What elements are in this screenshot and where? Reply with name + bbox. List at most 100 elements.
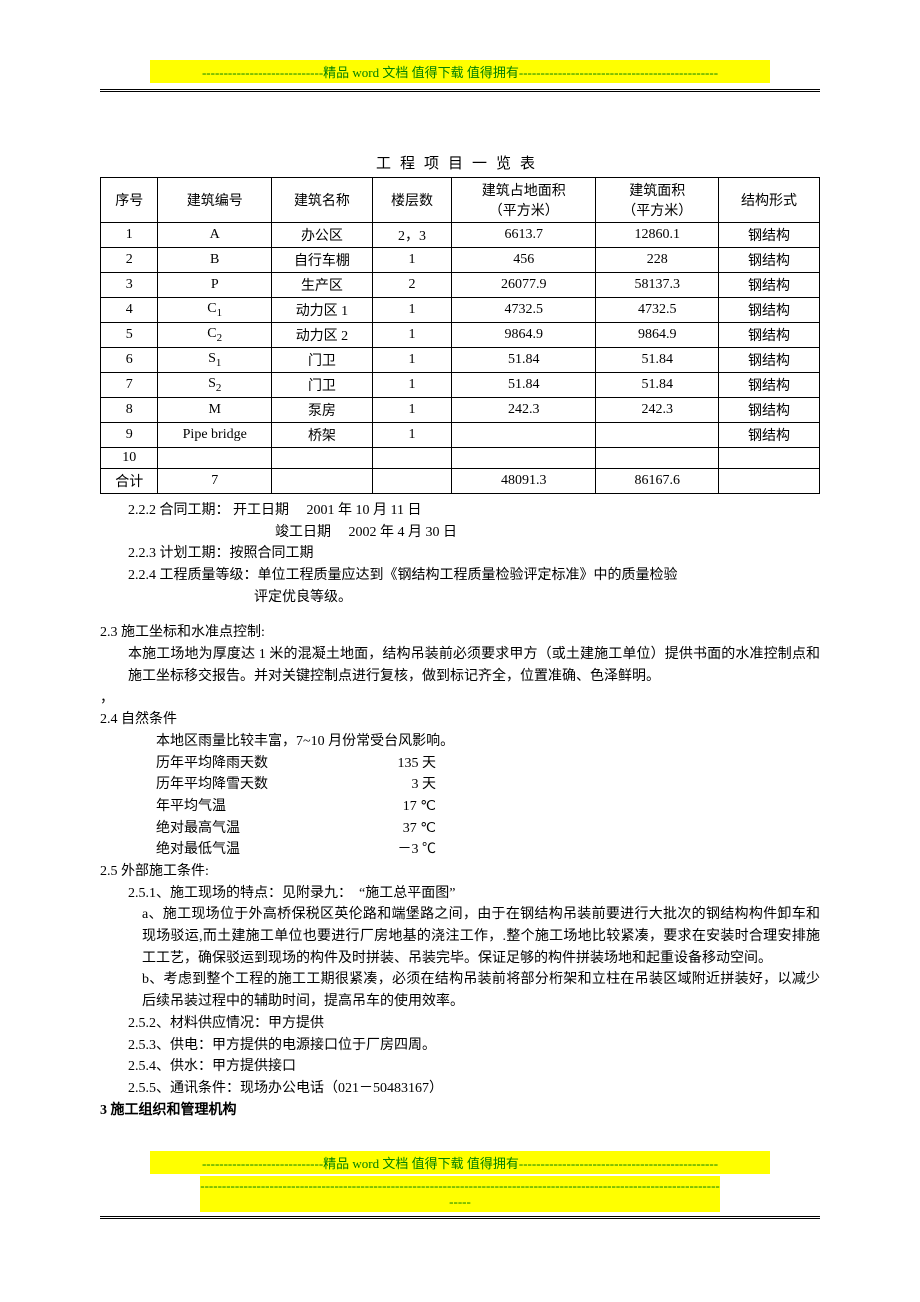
s24-head: 2.4 自然条件 [100, 709, 820, 731]
table-cell [596, 423, 719, 448]
table-cell: 桥架 [272, 423, 373, 448]
table-cell: 1 [372, 248, 451, 273]
table-cell: 门卫 [272, 348, 373, 373]
table-cell: Pipe bridge [158, 423, 272, 448]
table-row: 5C2动力区 219864.99864.9钢结构 [101, 323, 820, 348]
table-cell: 2，3 [372, 223, 451, 248]
s3-head: 3 施工组织和管理机构 [100, 1100, 820, 1122]
table-cell: P [158, 273, 272, 298]
table-cell: B [158, 248, 272, 273]
table-cell: 8 [101, 398, 158, 423]
table-cell: 4732.5 [596, 298, 719, 323]
climate-label: 历年平均降雪天数 [100, 774, 352, 796]
table-cell [452, 448, 596, 469]
climate-label: 历年平均降雨天数 [100, 753, 352, 775]
table-title: 工程项目一览表 [100, 152, 820, 173]
table-cell: 钢结构 [719, 373, 820, 398]
table-header: 结构形式 [719, 178, 820, 223]
p-251: 2.5.1、施工现场的特点：见附录九： “施工总平面图” [100, 883, 820, 905]
climate-value: －3 ℃ [352, 839, 436, 861]
table-cell: 86167.6 [596, 469, 719, 494]
table-cell [272, 469, 373, 494]
table-cell [272, 448, 373, 469]
table-cell: 6613.7 [452, 223, 596, 248]
climate-label: 绝对最高气温 [100, 818, 352, 840]
table-cell: 2 [372, 273, 451, 298]
s24-intro: 本地区雨量比较丰富，7~10 月份常受台风影响。 [100, 731, 820, 753]
p-251b: b、考虑到整个工程的施工工期很紧凑，必须在结构吊装前将部分桁架和立柱在吊装区域附… [100, 969, 820, 1012]
table-cell: 9864.9 [452, 323, 596, 348]
table-cell: 钢结构 [719, 423, 820, 448]
table-cell [372, 469, 451, 494]
table-header: 楼层数 [372, 178, 451, 223]
table-cell: 办公区 [272, 223, 373, 248]
table-cell: 钢结构 [719, 273, 820, 298]
table-row: 7S2门卫151.8451.84钢结构 [101, 373, 820, 398]
table-cell: 51.84 [596, 373, 719, 398]
table-cell: 12860.1 [596, 223, 719, 248]
climate-row: 绝对最低气温－3 ℃ [100, 839, 820, 861]
table-cell: 242.3 [596, 398, 719, 423]
table-row: 3P生产区226077.958137.3钢结构 [101, 273, 820, 298]
p-223: 2.2.3 计划工期：按照合同工期 [100, 543, 820, 565]
climate-list: 历年平均降雨天数135 天历年平均降雪天数3 天年平均气温17 ℃绝对最高气温3… [100, 753, 820, 861]
table-cell: M [158, 398, 272, 423]
table-cell: 456 [452, 248, 596, 273]
table-row: 6S1门卫151.8451.84钢结构 [101, 348, 820, 373]
table-cell [158, 448, 272, 469]
table-header: 建筑占地面积（平方米） [452, 178, 596, 223]
table-cell: 1 [372, 323, 451, 348]
table-cell: 10 [101, 448, 158, 469]
table-cell: 钢结构 [719, 248, 820, 273]
table-row: 2B自行车棚1456228钢结构 [101, 248, 820, 273]
table-cell: 钢结构 [719, 298, 820, 323]
s23-body: 本施工场地为厚度达 1 米的混凝土地面，结构吊装前必须要求甲方（或土建施工单位）… [100, 644, 820, 687]
p-222b: 竣工日期 2002 年 4 月 30 日 [100, 522, 820, 544]
footer-banner-1: ----------------------------精品 word 文档 值… [150, 1151, 770, 1174]
table-cell: 6 [101, 348, 158, 373]
table-header: 序号 [101, 178, 158, 223]
climate-label: 年平均气温 [100, 796, 352, 818]
body-content: 2.2.2 合同工期： 开工日期 2001 年 10 月 11 日 竣工日期 2… [100, 500, 820, 1121]
table-header: 建筑名称 [272, 178, 373, 223]
table-cell: 48091.3 [452, 469, 596, 494]
table-cell: 1 [372, 298, 451, 323]
header-banner: ----------------------------精品 word 文档 值… [150, 60, 770, 83]
table-cell [596, 448, 719, 469]
table-row: 10 [101, 448, 820, 469]
project-table: 序号建筑编号建筑名称楼层数建筑占地面积（平方米）建筑面积（平方米）结构形式 1A… [100, 177, 820, 494]
p-224a: 2.2.4 工程质量等级：单位工程质量应达到《钢结构工程质量检验评定标准》中的质… [100, 565, 820, 587]
table-cell: 9 [101, 423, 158, 448]
table-cell: 钢结构 [719, 223, 820, 248]
table-header: 建筑编号 [158, 178, 272, 223]
table-cell: 58137.3 [596, 273, 719, 298]
table-cell: A [158, 223, 272, 248]
s25-head: 2.5 外部施工条件: [100, 861, 820, 883]
p-254: 2.5.4、供水：甲方提供接口 [100, 1056, 820, 1078]
table-cell: C1 [158, 298, 272, 323]
table-cell: 钢结构 [719, 348, 820, 373]
climate-row: 历年平均降雪天数3 天 [100, 774, 820, 796]
table-cell: 动力区 2 [272, 323, 373, 348]
table-row: 4C1动力区 114732.54732.5钢结构 [101, 298, 820, 323]
dot: ， [100, 688, 820, 710]
p-255: 2.5.5、通讯条件：现场办公电话（021－50483167） [100, 1078, 820, 1100]
climate-value: 37 ℃ [352, 818, 436, 840]
climate-row: 绝对最高气温37 ℃ [100, 818, 820, 840]
table-cell: 动力区 1 [272, 298, 373, 323]
s23-head: 2.3 施工坐标和水准点控制: [100, 622, 820, 644]
p-224b: 评定优良等级。 [100, 587, 820, 609]
table-cell: 51.84 [596, 348, 719, 373]
table-cell: 51.84 [452, 373, 596, 398]
table-cell: 26077.9 [452, 273, 596, 298]
climate-row: 历年平均降雨天数135 天 [100, 753, 820, 775]
table-cell: 2 [101, 248, 158, 273]
table-cell: 1 [372, 348, 451, 373]
table-cell: 7 [101, 373, 158, 398]
table-cell [452, 423, 596, 448]
table-cell: 1 [372, 423, 451, 448]
table-cell: 51.84 [452, 348, 596, 373]
table-cell: 242.3 [452, 398, 596, 423]
p-253: 2.5.3、供电：甲方提供的电源接口位于厂房四周。 [100, 1035, 820, 1057]
table-cell: 5 [101, 323, 158, 348]
